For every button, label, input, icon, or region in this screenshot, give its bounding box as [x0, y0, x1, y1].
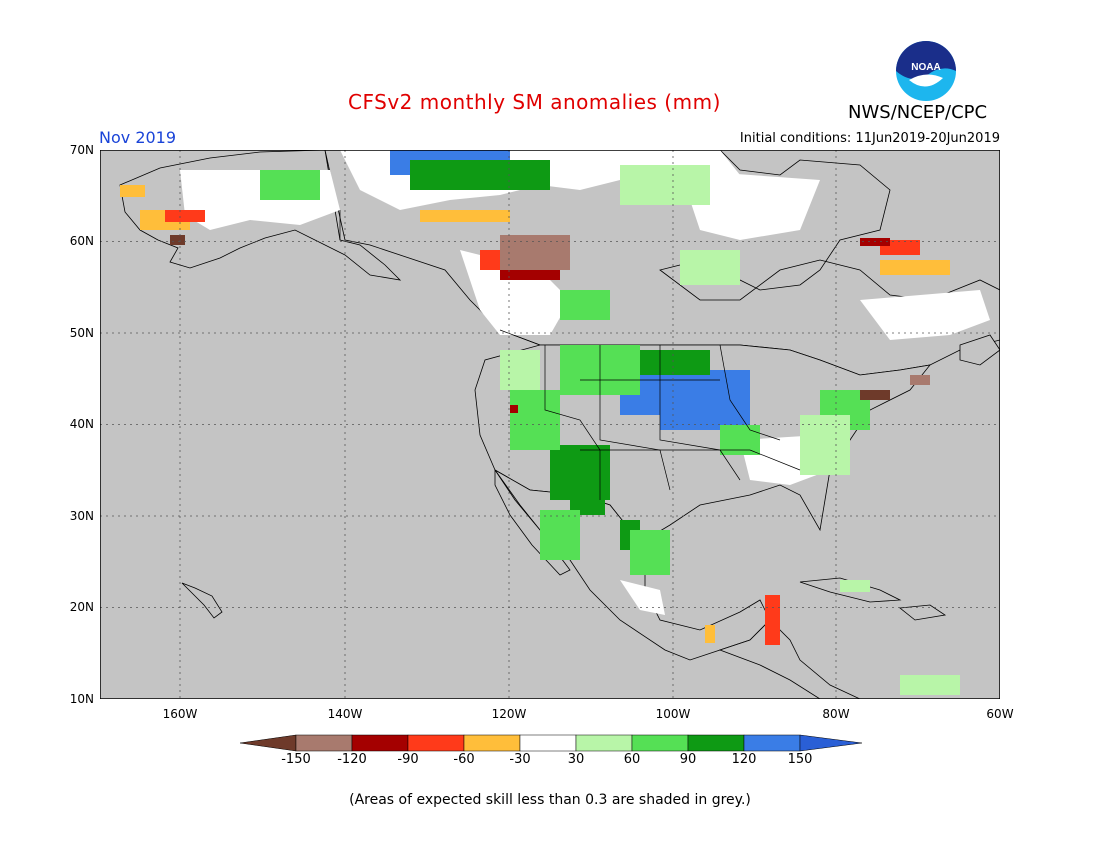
political-borders: [339, 210, 801, 500]
cell-dry-90: [510, 405, 518, 413]
legend-label: -30: [509, 752, 531, 767]
legend-label: -150: [281, 752, 311, 767]
legend-label: 60: [623, 752, 641, 767]
cell-wet-90: [540, 510, 580, 560]
cell-dry-120: [500, 235, 570, 270]
legend-label: -120: [337, 752, 367, 767]
noaa-logo: NOAA: [896, 41, 956, 101]
legend-arrow-low: [240, 734, 297, 752]
legend-label: 30: [567, 752, 585, 767]
central-america: [718, 619, 861, 699]
cell-wet-60: [840, 580, 870, 592]
newfoundland: [959, 334, 1000, 366]
lon-label: 60W: [986, 707, 1014, 721]
cell-wet-120: [640, 350, 710, 375]
cell-wet-90: [260, 170, 320, 200]
initial-conditions: Initial conditions: 11Jun2019-20Jun2019: [739, 131, 1000, 146]
grid-lines: [100, 150, 1000, 699]
lat-label: 20N: [69, 600, 94, 614]
legend-swatch: [295, 734, 353, 752]
cell-dry-60: [165, 210, 205, 222]
cell-dry-60: [765, 595, 780, 645]
cell-wet-60: [680, 250, 740, 285]
cell-dry-150: [860, 390, 890, 400]
cell-dry-90: [860, 238, 890, 246]
cell-wet-120: [410, 160, 550, 190]
legend-arrow-high: [799, 734, 862, 752]
legend-label: -90: [397, 752, 419, 767]
lat-label: 50N: [69, 326, 94, 340]
legend-label: 150: [787, 752, 813, 767]
legend-swatch: [631, 734, 689, 752]
legend-swatch: [575, 734, 633, 752]
cell-wet-90: [560, 290, 610, 320]
cell-dry-120: [910, 375, 930, 385]
lat-label: 60N: [69, 234, 94, 248]
legend-colorbar: [240, 734, 862, 752]
legend-swatch: [407, 734, 465, 752]
lat-label: 30N: [69, 509, 94, 523]
legend-label: -60: [453, 752, 475, 767]
cell-dry-30: [880, 260, 950, 275]
cell-wet-60: [620, 165, 710, 205]
map-title: CFSv2 monthly SM anomalies (mm): [348, 90, 721, 114]
cell-wet-120: [550, 445, 610, 500]
legend-swatch: [519, 734, 577, 752]
cell-wet-60: [800, 415, 850, 475]
logo-text: NOAA: [911, 62, 940, 73]
anomaly-map: [100, 150, 1000, 699]
cell-dry-30: [120, 185, 145, 197]
lon-label: 80W: [822, 707, 850, 721]
hawaii: [181, 582, 223, 619]
legend-swatch: [687, 734, 745, 752]
cell-wet-90: [720, 425, 760, 455]
cell-wet-90: [630, 530, 670, 575]
lon-label: 100W: [655, 707, 691, 721]
legend-label: 90: [679, 752, 697, 767]
legend-swatch: [463, 734, 521, 752]
cell-wet-60: [900, 675, 960, 695]
cell-dry-150: [170, 235, 185, 245]
agency-label: NWS/NCEP/CPC: [848, 102, 988, 123]
cell-wet-90: [510, 390, 560, 450]
lon-label: 120W: [491, 707, 527, 721]
cell-dry-30: [705, 625, 715, 643]
lat-label: 10N: [69, 692, 94, 706]
lon-label: 160W: [162, 707, 198, 721]
hispaniola: [898, 604, 947, 621]
lat-label: 40N: [69, 417, 94, 431]
lon-label: 140W: [327, 707, 363, 721]
cell-dry-30: [420, 210, 510, 222]
lat-label: 70N: [69, 143, 94, 157]
legend-swatch: [743, 734, 801, 752]
legend-label: 120: [731, 752, 757, 767]
skill-note: (Areas of expected skill less than 0.3 a…: [349, 792, 751, 808]
legend-swatch: [351, 734, 409, 752]
cell-wet-60: [500, 350, 540, 390]
forecast-month: Nov 2019: [99, 128, 177, 147]
